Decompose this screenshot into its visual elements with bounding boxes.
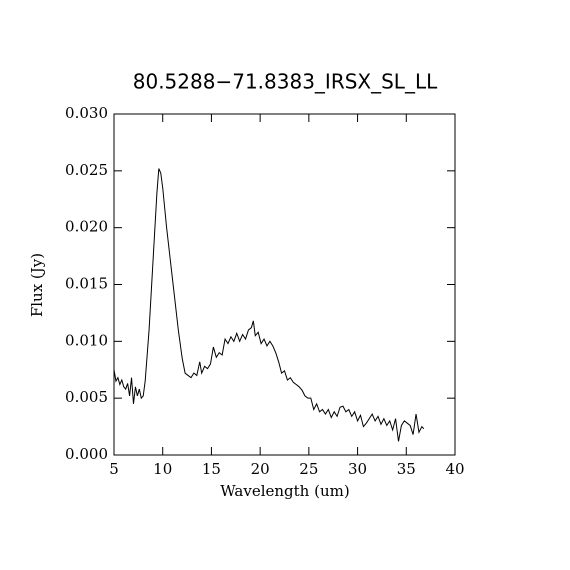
y-tick-label: 0.020	[65, 218, 108, 236]
y-tick-label: 0.030	[65, 104, 108, 122]
x-tick-label: 15	[202, 460, 221, 478]
y-tick-label: 0.000	[65, 445, 108, 463]
chart-title: 80.5288−71.8383_IRSX_SL_LL	[133, 70, 438, 94]
x-tick-label: 10	[153, 460, 172, 478]
plot-frame	[113, 113, 456, 456]
x-tick-label: 25	[299, 460, 318, 478]
y-tick-label: 0.010	[65, 331, 108, 349]
y-tick-label: 0.005	[65, 388, 108, 406]
x-tick-label: 40	[445, 460, 464, 478]
y-tick-label: 0.015	[65, 275, 108, 293]
x-tick-label: 20	[251, 460, 270, 478]
x-axis-label: Wavelength (um)	[220, 482, 349, 500]
x-tick-label: 30	[348, 460, 367, 478]
x-tick-label: 35	[397, 460, 416, 478]
x-tick-label: 5	[109, 460, 119, 478]
y-axis-label: Flux (Jy)	[28, 253, 46, 317]
spectrum-line	[113, 168, 425, 442]
y-tick-label: 0.025	[65, 161, 108, 179]
